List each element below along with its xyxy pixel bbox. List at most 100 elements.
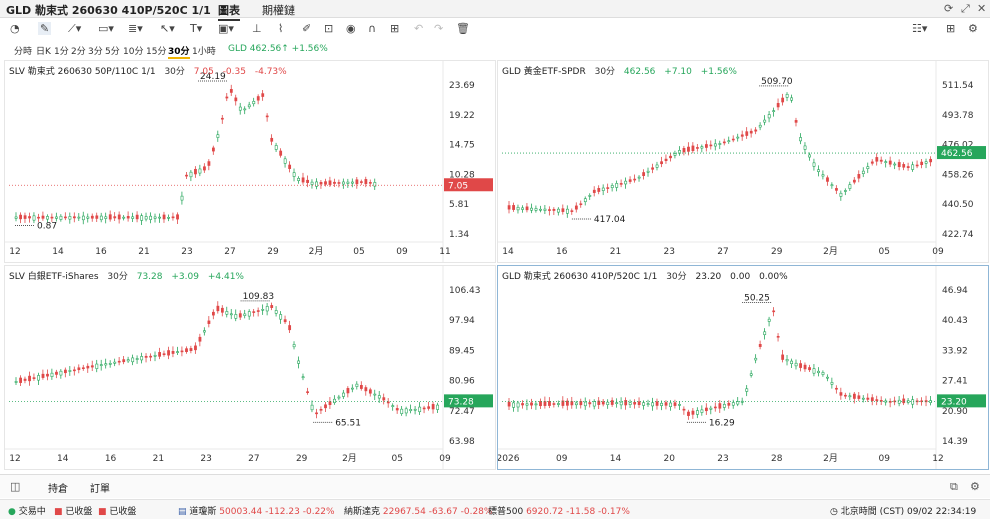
candle <box>167 350 170 356</box>
refresh-icon[interactable]: ⟳ <box>944 2 954 15</box>
indicator-icon[interactable]: ≣▾ <box>128 22 143 35</box>
x-tick-label: 05 <box>353 247 364 257</box>
lock-icon[interactable]: ⊡ <box>324 22 334 35</box>
interval-10m[interactable]: 10分 <box>123 47 144 57</box>
interval-5m[interactable]: 5分 <box>105 47 120 57</box>
interval-30m[interactable]: 30分 <box>168 44 190 59</box>
grid-tool-icon[interactable]: ⊞ <box>390 22 400 35</box>
cursor-icon[interactable]: ↖▾ <box>160 22 175 35</box>
magnet-icon[interactable]: ∩ <box>368 22 377 35</box>
sidebar-toggle-icon[interactable]: ◫ <box>10 480 21 493</box>
copy-icon[interactable]: ⧉ <box>950 480 958 493</box>
candle <box>207 161 211 166</box>
candle <box>866 397 870 400</box>
panel-settings-icon[interactable]: ⚙ <box>970 480 980 493</box>
gauge-icon[interactable]: ◔ <box>10 22 20 35</box>
interval-2m[interactable]: 2分 <box>71 47 86 57</box>
tab-positions[interactable]: 持倉 <box>48 484 68 495</box>
candle <box>588 402 592 405</box>
chart-panel-gld-spread[interactable]: GLD 勒束式 260630 410P/520C 1/1 30分 23.20 0… <box>497 265 989 470</box>
pencil-icon[interactable]: ✎ <box>38 22 52 35</box>
panel-symbol[interactable]: GLD 勒束式 260630 410P/520C 1/1 <box>502 272 658 282</box>
candle <box>615 183 619 188</box>
interval-3m[interactable]: 3分 <box>88 47 103 57</box>
settings-icon[interactable]: ⚙ <box>968 22 978 35</box>
candle <box>342 392 345 397</box>
candle <box>359 385 363 389</box>
trend-line-icon[interactable]: ⟋▾ <box>68 22 82 35</box>
market-status: 已收盤 <box>65 507 93 517</box>
candle <box>212 311 215 316</box>
chart-panel-slv[interactable]: SLV 白銀ETF-iShares 30分 73.28 +3.09 +4.41%… <box>4 265 496 470</box>
candle <box>776 103 780 108</box>
close-icon[interactable]: ✕ <box>977 2 987 15</box>
title-bar: GLD 勒束式 260630 410P/520C 1/1 圖表 期權鏈 ⟳ ⤢ … <box>0 0 990 21</box>
candle <box>355 383 359 387</box>
candlestick-chart[interactable]: 106.43 97.94 89.45 80.96 72.47 63.98 12 14 16 21 2… <box>5 266 495 469</box>
brush-icon-2[interactable]: ✐ <box>302 22 312 35</box>
restore-icon[interactable]: ⤢ <box>961 2 970 15</box>
y-tick-label: 89.45 <box>449 346 475 356</box>
candle <box>745 388 749 392</box>
layout-icon[interactable]: ☷▾ <box>912 22 928 35</box>
undo-icon[interactable]: ↶ <box>414 22 424 35</box>
candle <box>758 344 762 347</box>
index-change: -112.23 <box>265 507 300 517</box>
candle <box>126 216 130 219</box>
candle <box>351 181 354 184</box>
x-tick-label: 21 <box>138 247 149 257</box>
tab-orders[interactable]: 訂單 <box>90 484 110 495</box>
rectangle-icon[interactable]: ▭▾ <box>98 22 114 35</box>
label-icon[interactable]: ▣▾ <box>218 22 234 35</box>
candle <box>153 216 157 219</box>
redo-icon[interactable]: ↷ <box>434 22 444 35</box>
index-nasdaq[interactable]: 納斯達克 22967.54 -63.67 -0.28% <box>344 504 492 517</box>
candle <box>861 170 865 174</box>
grid-icon[interactable]: ⊞ <box>946 22 956 35</box>
candle <box>592 401 596 407</box>
text-tool-icon[interactable]: T▾ <box>190 22 203 35</box>
candle <box>149 355 153 358</box>
panel-interval[interactable]: 30分 <box>594 67 616 77</box>
brush-icon[interactable]: ⌇ <box>278 22 284 35</box>
ruler-icon[interactable]: ⊥ <box>252 22 262 35</box>
interval-1m[interactable]: 1分 <box>54 47 69 57</box>
candle <box>619 401 623 406</box>
window-title: GLD 勒束式 260630 410P/520C 1/1 <box>6 4 211 17</box>
candle <box>283 158 287 164</box>
panel-interval[interactable]: 30分 <box>107 272 128 282</box>
index-sp500[interactable]: 標普500 6920.72 -11.58 -0.17% <box>488 504 630 517</box>
y-tick-label: 10.28 <box>449 170 475 180</box>
trash-icon[interactable]: 🗑 <box>456 22 470 35</box>
low-label: 16.29 <box>709 418 735 428</box>
panel-symbol[interactable]: GLD 黃金ETF-SPDR <box>502 67 586 77</box>
candle <box>642 172 646 177</box>
panel-interval[interactable]: 30分 <box>164 67 185 77</box>
interval-day[interactable]: 日K <box>36 47 51 57</box>
eye-icon[interactable]: ◉ <box>346 22 356 35</box>
high-label: 50.25 <box>744 293 770 303</box>
candlestick-chart[interactable]: 23.69 19.22 14.75 10.28 5.81 1.34 12 14 16 21 23 27… <box>5 61 495 262</box>
candle <box>176 214 179 220</box>
candle <box>651 402 654 407</box>
panel-symbol[interactable]: SLV 勒束式 260630 50P/110C 1/1 <box>9 67 156 77</box>
interval-1h[interactable]: 1小時 <box>192 47 216 57</box>
candle <box>64 216 67 219</box>
interval-intraday[interactable]: 分時 <box>14 47 33 57</box>
candlestick-chart[interactable]: 511.54 493.78 476.02 458.26 440.50 422.74 14 16… <box>498 61 988 262</box>
interval-15m[interactable]: 15分 <box>146 47 167 57</box>
candle <box>740 134 744 137</box>
candle <box>140 356 144 361</box>
chart-panel-gld[interactable]: GLD 黃金ETF-SPDR 30分 462.56 +7.10 +1.56% 5… <box>497 60 989 263</box>
candle <box>68 370 72 372</box>
panel-symbol[interactable]: SLV 白銀ETF-iShares <box>9 272 99 282</box>
tab-option-chain[interactable]: 期權鏈 <box>262 4 295 17</box>
tab-chart[interactable]: 圖表 <box>218 2 240 21</box>
candle <box>781 354 785 360</box>
chart-panel-slv-spread[interactable]: SLV 勒束式 260630 50P/110C 1/1 30分 7.05 -0.… <box>4 60 496 263</box>
panel-interval[interactable]: 30分 <box>666 272 687 282</box>
candle <box>153 354 157 357</box>
candlestick-chart[interactable]: 46.94 40.43 33.92 27.41 20.90 14.39 2026 09 14 20… <box>498 266 988 469</box>
candle <box>270 137 274 142</box>
index-dow[interactable]: ▤ 道瓊斯 50003.44 -112.23 -0.22% <box>178 507 335 517</box>
